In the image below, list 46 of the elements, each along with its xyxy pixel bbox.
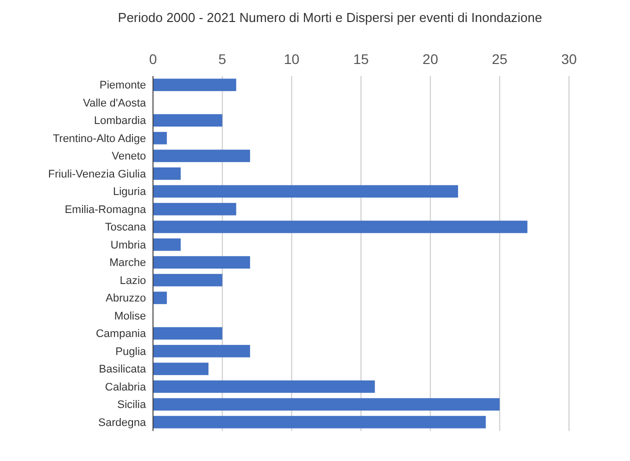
chart-title: Periodo 2000 - 2021 Numero di Morti e Dispersi per eventi di Inondazione — [118, 10, 542, 25]
bar — [153, 202, 236, 216]
x-tick-label: 10 — [284, 51, 300, 67]
x-tick-label: 20 — [422, 51, 438, 67]
bar — [153, 78, 236, 92]
y-tick-label: Trentino-Alto Adige — [52, 132, 146, 145]
x-tick-label: 15 — [353, 51, 369, 67]
bar — [153, 380, 375, 393]
y-tick-label: Piemonte — [100, 80, 146, 92]
y-tick-label: Valle d'Aosta — [82, 97, 147, 110]
y-tick-label: Marche — [109, 257, 146, 270]
y-tick-label: Sardegna — [98, 416, 147, 429]
x-tick-label: 5 — [218, 51, 226, 67]
x-tick-label: 0 — [149, 51, 158, 67]
bar — [153, 344, 250, 358]
bar — [153, 167, 181, 180]
bar — [153, 114, 222, 127]
bar — [153, 362, 208, 376]
bar — [153, 292, 167, 304]
y-tick-label: Puglia — [115, 346, 147, 358]
bar — [153, 185, 458, 198]
bar — [153, 416, 486, 428]
bar — [153, 274, 222, 286]
bar — [153, 256, 250, 269]
y-tick-label: Calabria — [105, 381, 147, 394]
y-tick-label: Molise — [114, 310, 146, 322]
bar — [153, 238, 181, 251]
y-tick-label: Sicilia — [117, 399, 147, 412]
x-tick-label: 30 — [561, 51, 577, 67]
y-tick-label: Emilia-Romagna — [64, 204, 147, 216]
y-tick-label: Veneto — [112, 150, 146, 163]
bar — [153, 398, 500, 411]
y-tick-label: Friuli-Venezia Giulia — [48, 168, 147, 180]
y-tick-label: Lombardia — [94, 115, 147, 128]
bar — [153, 220, 528, 234]
bar — [153, 132, 167, 144]
y-tick-label: Liguria — [112, 186, 147, 198]
y-tick-label: Umbria — [110, 239, 147, 252]
bar — [153, 327, 222, 340]
y-tick-label: Lazio — [120, 274, 146, 287]
x-tick-label: 25 — [492, 51, 508, 67]
y-tick-label: Campania — [96, 328, 147, 340]
y-tick-label: Abruzzo — [106, 292, 146, 305]
y-tick-label: Toscana — [105, 222, 147, 234]
y-tick-label: Basilicata — [98, 364, 147, 376]
bar — [153, 150, 250, 162]
